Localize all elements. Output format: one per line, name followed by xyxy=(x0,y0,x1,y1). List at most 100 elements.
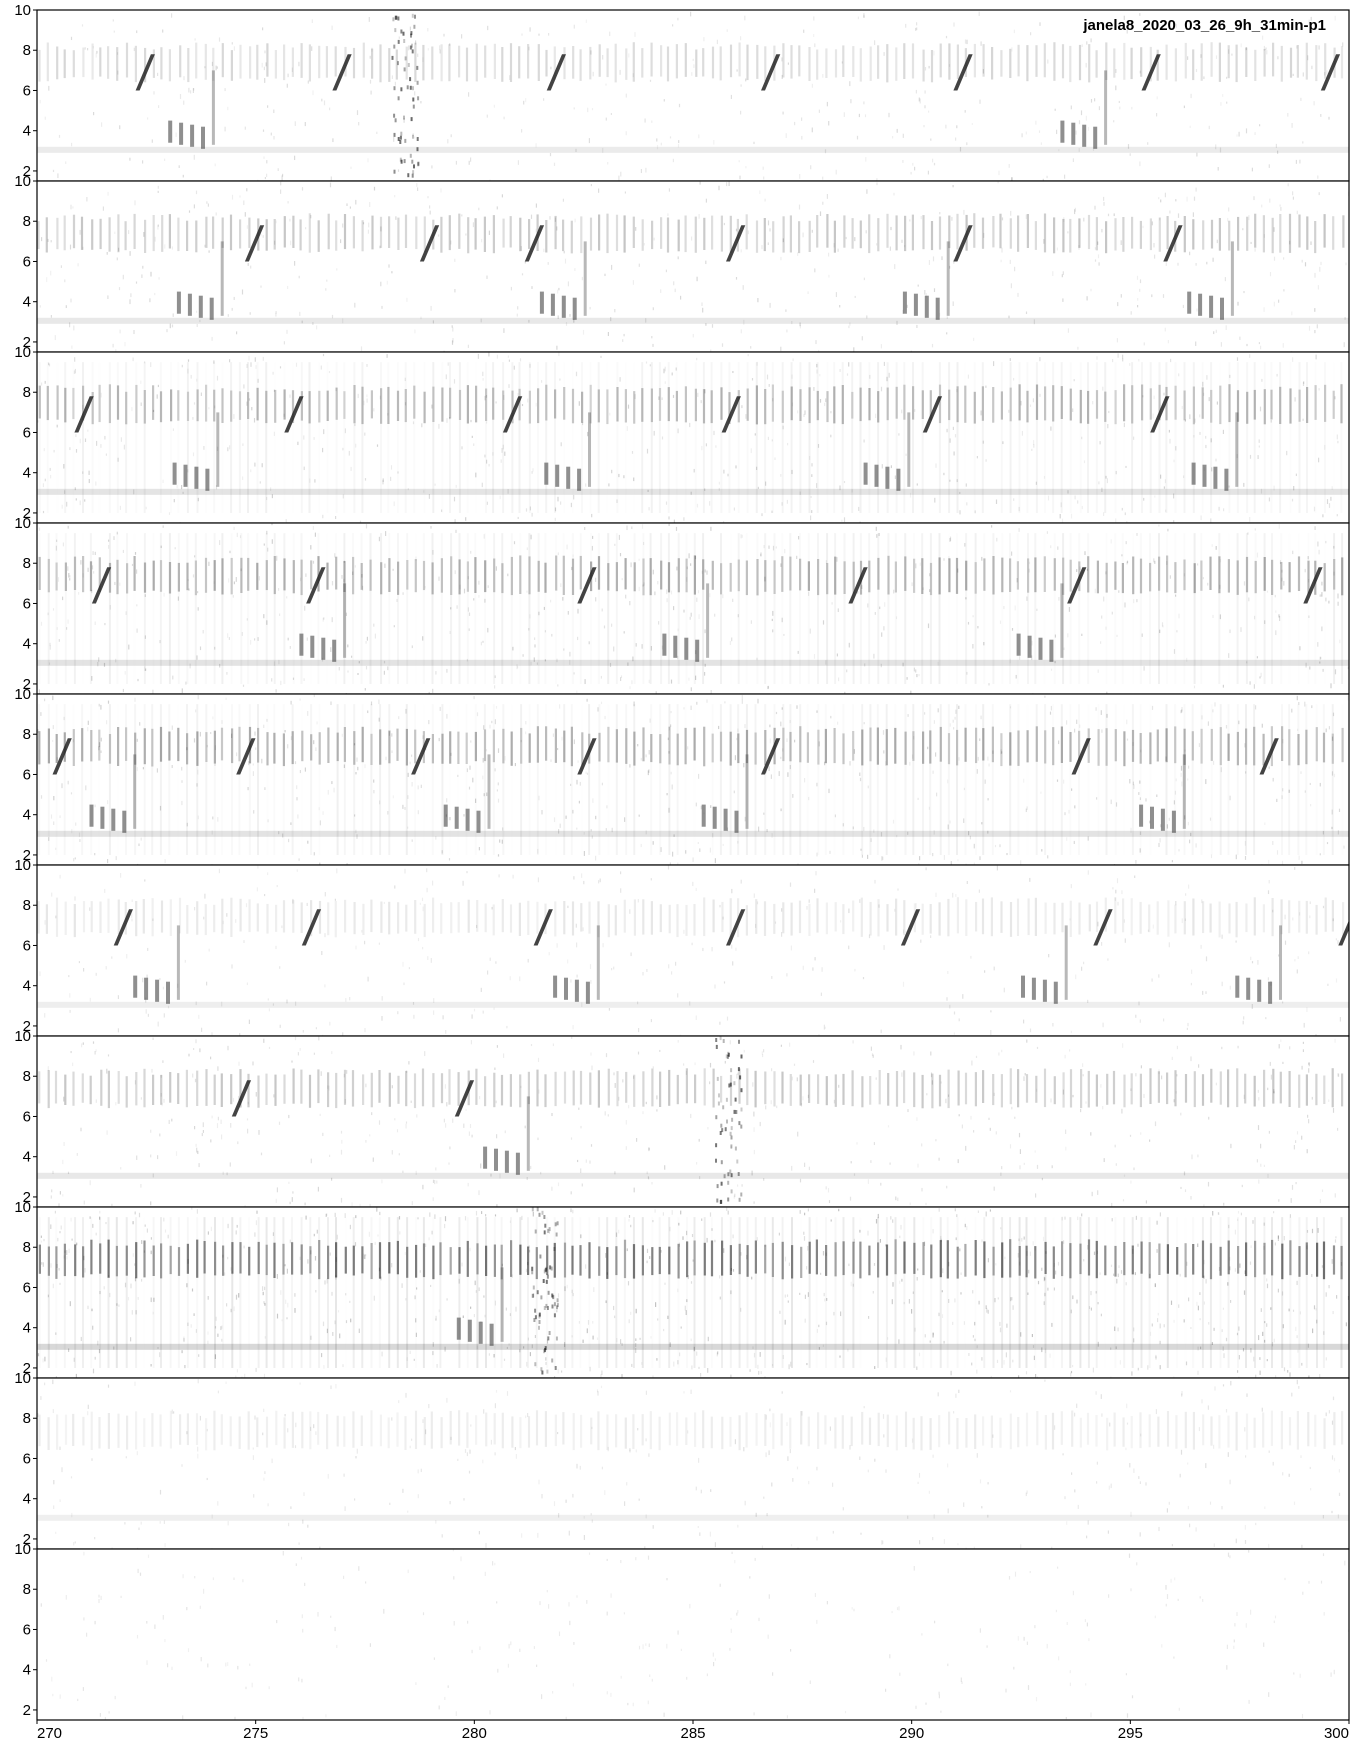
noise-speck xyxy=(84,47,86,50)
tone-pulse xyxy=(91,219,94,250)
noise-speck xyxy=(1163,392,1165,396)
noise-speck xyxy=(650,878,652,881)
noise-speck xyxy=(172,675,174,680)
noise-speck xyxy=(207,203,209,207)
noise-speck xyxy=(488,230,490,235)
noise-speck xyxy=(1280,206,1282,211)
tone-harmonic xyxy=(983,533,985,684)
noise-speck xyxy=(994,844,997,848)
tone-pulse xyxy=(1121,563,1124,594)
broadband-mark xyxy=(397,61,399,66)
noise-speck xyxy=(868,934,871,939)
noise-speck xyxy=(744,816,746,822)
tone-harmonic xyxy=(677,533,680,684)
noise-speck xyxy=(52,695,54,701)
chorus-vertical xyxy=(745,754,749,829)
noise-speck xyxy=(863,439,865,443)
tone-harmonic xyxy=(415,533,417,684)
noise-speck xyxy=(705,443,707,447)
noise-speck xyxy=(1281,569,1283,573)
tone-pulse xyxy=(1192,386,1195,425)
noise-speck xyxy=(793,1063,796,1066)
tone-pulse xyxy=(362,42,365,78)
noise-speck xyxy=(49,645,51,650)
broadband-mark xyxy=(397,137,400,141)
noise-speck xyxy=(897,1197,899,1202)
noise-speck xyxy=(1103,596,1105,602)
noise-speck xyxy=(863,277,865,281)
noise-speck xyxy=(158,105,160,108)
noise-speck xyxy=(698,773,700,779)
noise-speck xyxy=(954,716,956,720)
broadband-mark xyxy=(392,17,395,22)
tone-pulse xyxy=(982,728,985,761)
tone-harmonic xyxy=(772,362,774,513)
noise-speck xyxy=(438,423,440,429)
tone-pulse xyxy=(877,557,880,590)
noise-speck xyxy=(1219,584,1221,589)
tone-pulse xyxy=(239,898,242,932)
noise-speck xyxy=(330,647,332,652)
noise-speck xyxy=(595,597,597,602)
noise-speck xyxy=(299,311,301,316)
noise-speck xyxy=(1229,795,1231,801)
tone-harmonic xyxy=(860,533,862,684)
noise-speck xyxy=(1243,1016,1245,1020)
noise-speck xyxy=(1243,291,1245,294)
noise-speck xyxy=(1333,773,1336,778)
noise-speck xyxy=(882,856,884,860)
noise-speck xyxy=(956,389,958,393)
noise-speck xyxy=(1258,445,1260,448)
noise-speck xyxy=(664,381,666,384)
noise-speck xyxy=(244,1205,246,1207)
noise-speck xyxy=(642,1111,644,1115)
broadband-mark xyxy=(412,170,415,175)
noise-speck xyxy=(1250,956,1252,961)
noise-speck xyxy=(592,535,594,539)
noise-speck xyxy=(570,1191,572,1195)
noise-speck xyxy=(255,365,257,369)
noise-speck xyxy=(614,1171,616,1175)
noise-speck xyxy=(369,1134,371,1137)
noise-speck xyxy=(632,656,634,662)
noise-speck xyxy=(962,994,964,999)
noise-speck xyxy=(482,775,484,780)
noise-speck xyxy=(478,595,480,598)
noise-speck xyxy=(289,394,291,398)
noise-speck xyxy=(441,850,443,854)
noise-speck xyxy=(837,248,839,252)
noise-speck xyxy=(509,75,511,81)
noise-speck xyxy=(366,394,368,398)
tone-harmonic xyxy=(1069,704,1071,855)
tone-harmonic xyxy=(168,533,171,684)
noise-speck xyxy=(921,1143,923,1147)
tone-pulse xyxy=(623,215,626,253)
noise-speck xyxy=(335,516,337,520)
noise-speck xyxy=(1297,728,1299,732)
noise-speck xyxy=(713,430,715,436)
tone-pulse xyxy=(388,48,391,82)
noise-speck xyxy=(1009,358,1011,362)
noise-speck xyxy=(743,763,745,768)
tone-pulse xyxy=(675,44,678,79)
chorus-mark xyxy=(1016,583,1064,662)
noise-speck xyxy=(388,731,390,736)
noise-speck xyxy=(431,165,433,169)
noise-speck xyxy=(1009,259,1011,264)
tone-pulse xyxy=(186,733,189,765)
noise-speck xyxy=(871,1053,874,1057)
y-tick-label: 6 xyxy=(23,767,31,784)
noise-speck xyxy=(273,1094,275,1098)
noise-speck xyxy=(481,482,483,488)
noise-speck xyxy=(1139,848,1141,853)
tone-harmonic xyxy=(745,704,748,855)
noise-speck xyxy=(1175,23,1177,28)
noise-speck xyxy=(183,100,185,105)
tone-pulse xyxy=(1314,221,1317,254)
chorus-mark xyxy=(1139,754,1186,833)
noise-speck xyxy=(709,593,711,598)
noise-speck xyxy=(854,295,856,298)
noise-speck xyxy=(549,216,551,220)
noise-speck xyxy=(52,169,55,173)
tone-pulse xyxy=(179,45,182,78)
